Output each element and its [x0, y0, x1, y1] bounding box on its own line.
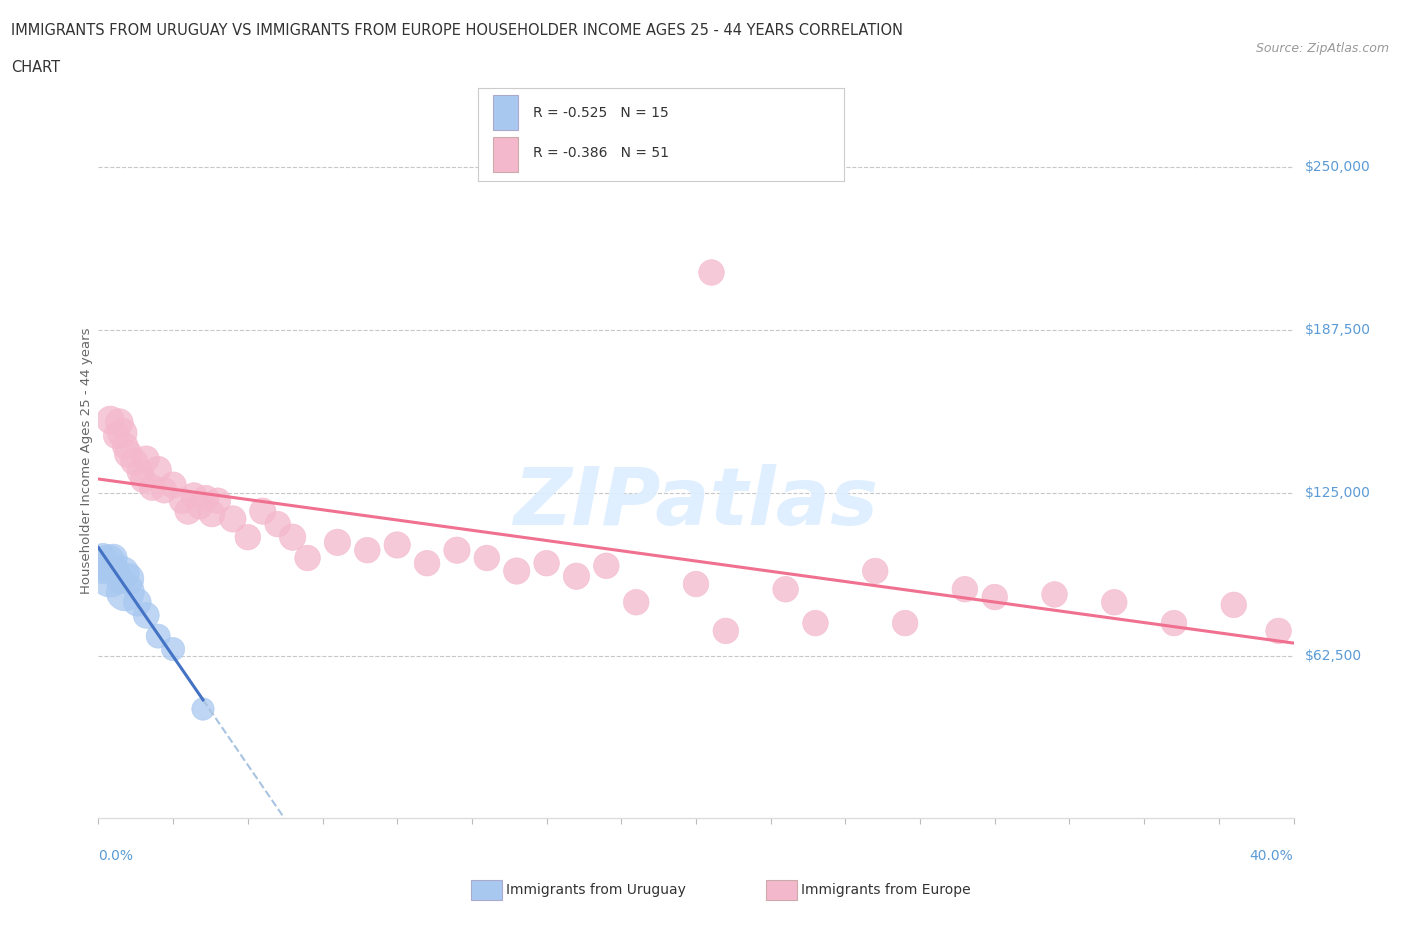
Point — [894, 616, 917, 631]
Point — [1163, 616, 1185, 631]
Point — [1267, 623, 1289, 638]
Text: $187,500: $187,500 — [1305, 323, 1371, 338]
Point — [685, 577, 707, 591]
Point — [124, 454, 146, 469]
Point — [105, 428, 128, 443]
Point — [111, 426, 134, 441]
Point — [127, 595, 149, 610]
Point — [117, 571, 139, 586]
Point — [714, 623, 737, 638]
Point — [108, 415, 131, 430]
Text: ZIPatlas: ZIPatlas — [513, 464, 879, 542]
Point — [267, 517, 290, 532]
Point — [162, 642, 184, 657]
Point — [385, 538, 409, 552]
FancyBboxPatch shape — [492, 95, 519, 130]
Text: CHART: CHART — [11, 60, 60, 75]
Point — [624, 595, 647, 610]
Point — [565, 569, 588, 584]
Point — [162, 478, 184, 493]
Point — [93, 561, 115, 576]
Text: $62,500: $62,500 — [1305, 648, 1362, 663]
Point — [153, 483, 176, 498]
Text: R = -0.525   N = 15: R = -0.525 N = 15 — [533, 105, 669, 120]
Point — [148, 462, 170, 477]
Point — [446, 543, 468, 558]
Point — [804, 616, 827, 631]
Point — [188, 498, 211, 513]
Point — [700, 264, 723, 279]
Point — [281, 530, 304, 545]
Point — [132, 472, 155, 487]
Y-axis label: Householder Income Ages 25 - 44 years: Householder Income Ages 25 - 44 years — [80, 327, 93, 593]
Point — [117, 446, 139, 461]
Text: IMMIGRANTS FROM URUGUAY VS IMMIGRANTS FROM EUROPE HOUSEHOLDER INCOME AGES 25 - 4: IMMIGRANTS FROM URUGUAY VS IMMIGRANTS FR… — [11, 23, 903, 38]
Text: 40.0%: 40.0% — [1250, 849, 1294, 863]
Point — [297, 551, 319, 565]
Point — [135, 608, 157, 623]
Point — [91, 548, 114, 563]
Text: $125,000: $125,000 — [1305, 485, 1371, 500]
Point — [475, 551, 498, 565]
Point — [201, 506, 224, 521]
Point — [105, 564, 128, 578]
Text: Immigrants from Uruguay: Immigrants from Uruguay — [506, 883, 686, 897]
Point — [222, 512, 245, 526]
Point — [111, 566, 134, 581]
Point — [103, 551, 125, 565]
Point — [148, 629, 170, 644]
Point — [183, 488, 205, 503]
Point — [983, 590, 1005, 604]
FancyBboxPatch shape — [492, 137, 519, 172]
Text: R = -0.386   N = 51: R = -0.386 N = 51 — [533, 146, 669, 161]
Point — [177, 504, 200, 519]
Point — [172, 493, 194, 508]
Point — [191, 701, 214, 716]
Point — [194, 491, 218, 506]
Point — [865, 564, 887, 578]
Point — [506, 564, 529, 578]
Point — [141, 480, 163, 495]
Text: 0.0%: 0.0% — [98, 849, 134, 863]
Text: $250,000: $250,000 — [1305, 160, 1371, 175]
Point — [98, 569, 122, 584]
Point — [1104, 595, 1126, 610]
Point — [129, 465, 152, 480]
Point — [135, 452, 157, 467]
Point — [775, 582, 797, 597]
Text: Source: ZipAtlas.com: Source: ZipAtlas.com — [1256, 42, 1389, 55]
Point — [953, 582, 976, 597]
Point — [252, 504, 274, 519]
Point — [536, 556, 558, 571]
Point — [207, 493, 229, 508]
Point — [236, 530, 259, 545]
Point — [96, 556, 118, 571]
Point — [595, 558, 617, 573]
Point — [416, 556, 439, 571]
Point — [1223, 597, 1246, 612]
Point — [326, 535, 349, 550]
Point — [114, 584, 136, 599]
Point — [114, 439, 136, 454]
Point — [356, 543, 378, 558]
Point — [1043, 587, 1066, 602]
Point — [98, 413, 122, 428]
Text: Immigrants from Europe: Immigrants from Europe — [801, 883, 972, 897]
Point — [108, 574, 131, 589]
